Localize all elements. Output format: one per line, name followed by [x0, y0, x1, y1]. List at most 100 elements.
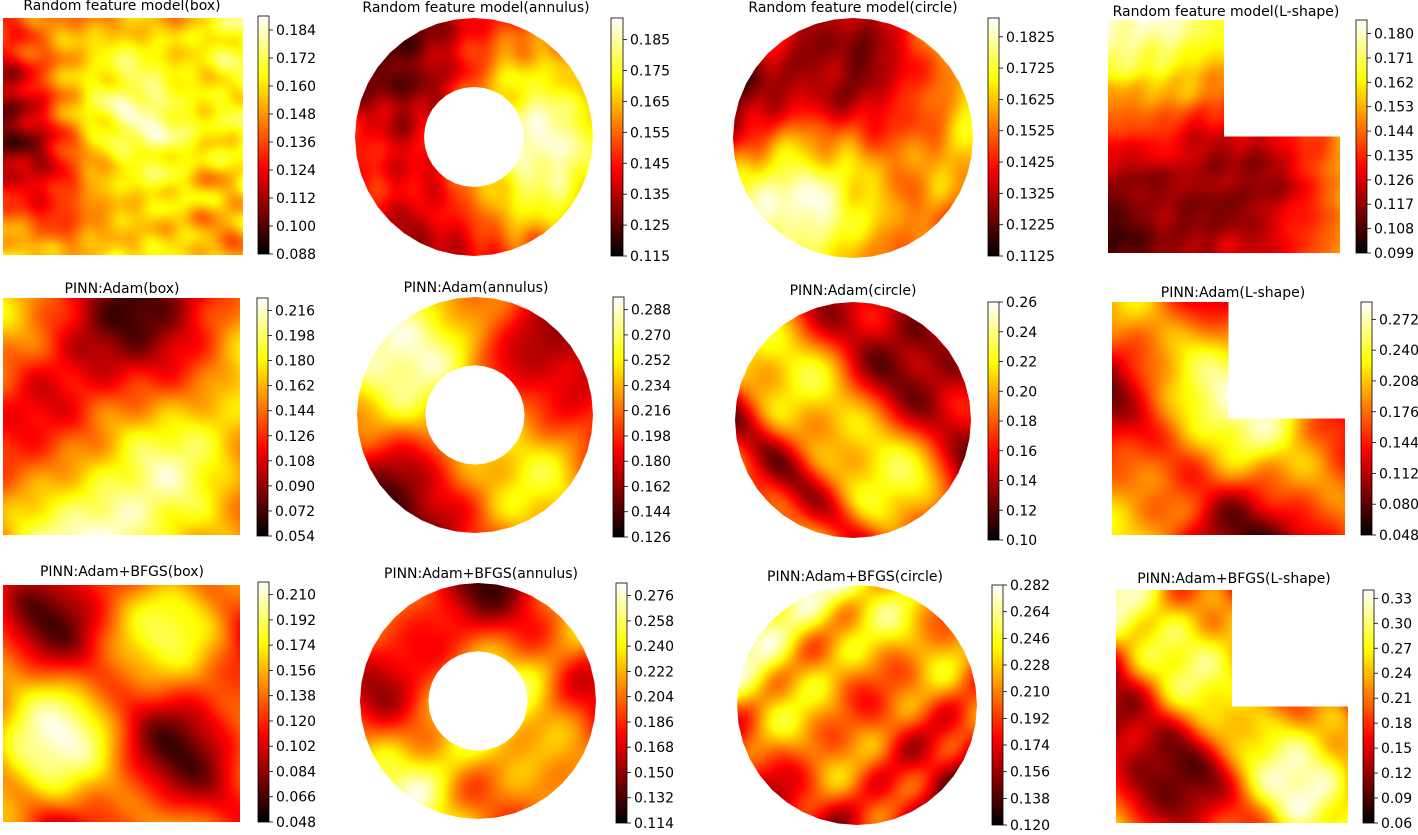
colorbar-frame: [256, 297, 269, 537]
heatmap-panel: PINN:Adam+BFGS(annulus) 0.114 0.132 0.150 0.…: [360, 566, 674, 832]
colorbar-tick-label: 0.165: [630, 94, 670, 110]
colorbar-tick-label: 0.126: [275, 429, 315, 445]
heatmap-panel: PINN:Adam+BFGS(box) 0.048 0.066 0.084 0.102 0…: [3, 564, 316, 831]
colorbar-tick-label: 0.048: [1379, 528, 1418, 544]
heatmap-field: [3, 298, 240, 535]
colorbar-tick-label: 0.180: [275, 354, 315, 370]
colorbar-tick-label: 0.112: [1379, 466, 1418, 482]
panel-title: PINN:Adam(annulus): [404, 280, 549, 296]
colorbar-frame: [615, 582, 628, 824]
colorbar-tick-label: 0.228: [1010, 658, 1050, 674]
colorbar-tick-label: 0.144: [1379, 436, 1418, 452]
colorbar-tick-label: 0.216: [275, 304, 315, 320]
heatmap-field: [735, 302, 971, 538]
panel-title: PINN:Adam(circle): [790, 283, 917, 299]
colorbar-tick-label: 0.210: [1010, 685, 1050, 701]
colorbar-tick-label: 0.090: [275, 479, 315, 495]
panel-title: Random feature model(circle): [748, 0, 957, 16]
colorbar-frame: [1362, 589, 1375, 824]
colorbar-tick-label: 0.080: [1379, 497, 1418, 513]
colorbar-tick-label: 0.162: [275, 379, 315, 395]
colorbar-tick-label: 0.12: [1006, 503, 1037, 519]
colorbar-tick-label: 0.174: [276, 638, 316, 654]
colorbar-tick-label: 0.1825: [1006, 30, 1055, 46]
heatmap-panel: PINN:Adam(L-shape) 0.048 0.080 0.112 0.144 0.…: [1112, 285, 1418, 544]
colorbar-tick-label: 0.108: [1374, 222, 1414, 238]
colorbar-frame: [1360, 301, 1373, 536]
heatmap-panel: PINN:Adam(box) 0.054 0.072 0.090 0.108 0.126 0…: [3, 281, 315, 545]
annulus-hole: [428, 651, 528, 751]
colorbar-tick-label: 0.172: [276, 51, 316, 67]
colorbar-tick-label: 0.282: [1010, 578, 1050, 594]
colorbar-tick-label: 0.171: [1374, 51, 1414, 67]
colorbar-frame: [257, 581, 270, 823]
colorbar-tick-label: 0.156: [1010, 765, 1050, 781]
colorbar-tick-label: 0.1225: [1006, 218, 1055, 234]
colorbar-tick-label: 0.088: [276, 247, 316, 263]
colorbar-tick-label: 0.1625: [1006, 92, 1055, 108]
colorbar-tick-label: 0.112: [276, 191, 316, 207]
colorbar-tick-label: 0.099: [1374, 246, 1414, 262]
colorbar-tick-label: 0.210: [276, 588, 316, 604]
colorbar-tick-label: 0.156: [276, 663, 316, 679]
colorbar-tick-label: 0.240: [1379, 343, 1418, 359]
colorbar-tick-label: 0.14: [1006, 474, 1037, 490]
colorbar-tick-label: 0.120: [1010, 818, 1050, 834]
colorbar-frame: [610, 17, 624, 257]
heatmap-field: [737, 585, 977, 825]
colorbar: [616, 583, 627, 823]
colorbar-tick-label: 0.24: [1006, 325, 1037, 341]
colorbar-tick-label: 0.288: [631, 303, 671, 319]
colorbar-tick-label: 0.176: [1379, 405, 1418, 421]
colorbar-tick-label: 0.153: [1374, 100, 1414, 116]
colorbar-tick-label: 0.186: [634, 715, 674, 731]
panel-title: PINN:Adam+BFGS(circle): [767, 569, 943, 585]
colorbar: [992, 585, 1003, 825]
colorbar-tick-label: 0.18: [1381, 716, 1412, 732]
colorbar-tick-label: 0.240: [634, 639, 674, 655]
colorbar-tick-label: 0.234: [631, 378, 671, 394]
colorbar-tick-label: 0.072: [275, 504, 315, 520]
annulus-hole: [424, 87, 524, 187]
colorbar-tick-label: 0.270: [631, 328, 671, 344]
colorbar-tick-label: 0.054: [275, 529, 315, 545]
colorbar-tick-label: 0.180: [1374, 27, 1414, 43]
colorbar-tick-label: 0.138: [276, 689, 316, 705]
colorbar-tick-label: 0.048: [276, 815, 316, 831]
colorbar-tick-label: 0.198: [275, 329, 315, 345]
colorbar-tick-label: 0.15: [1381, 741, 1412, 757]
colorbar-tick-label: 0.198: [631, 429, 671, 445]
heatmap-panel: PINN:Adam+BFGS(L-shape) 0.06 0.09 0.12 0.15 0…: [1116, 571, 1412, 832]
colorbar: [1361, 302, 1372, 535]
colorbar: [257, 298, 268, 536]
colorbar-tick-label: 0.204: [634, 690, 674, 706]
colorbar-tick-label: 0.192: [1010, 711, 1050, 727]
heatmap-panel: Random feature model(annulus) 0.115 0.125 0…: [355, 0, 670, 265]
colorbar-tick-label: 0.066: [276, 790, 316, 806]
colorbar-tick-label: 0.1325: [1006, 186, 1055, 202]
colorbar-tick-label: 0.145: [630, 156, 670, 172]
colorbar-tick-label: 0.174: [1010, 738, 1050, 754]
colorbar-frame: [1355, 19, 1368, 254]
colorbar-tick-label: 0.24: [1381, 666, 1412, 682]
colorbar-tick-label: 0.216: [631, 404, 671, 420]
colorbar-tick-label: 0.264: [1010, 605, 1050, 621]
colorbar-tick-label: 0.30: [1381, 616, 1412, 632]
colorbar: [1356, 20, 1367, 253]
colorbar-tick-label: 0.1725: [1006, 61, 1055, 77]
colorbar-tick-label: 0.184: [276, 23, 316, 39]
heatmap-panel: PINN:Adam(annulus) 0.126 0.144 0.162 0.180 0.…: [357, 280, 671, 546]
panel-title: PINN:Adam(L-shape): [1161, 285, 1305, 301]
colorbar-tick-label: 0.21: [1381, 691, 1412, 707]
colorbar-tick-label: 0.148: [276, 107, 316, 123]
colorbar-tick-label: 0.1125: [1006, 249, 1055, 265]
colorbar-tick-label: 0.136: [276, 135, 316, 151]
colorbar-tick-label: 0.185: [630, 33, 670, 49]
colorbar-tick-label: 0.114: [634, 816, 674, 832]
colorbar-tick-label: 0.125: [630, 218, 670, 234]
colorbar-tick-label: 0.162: [1374, 75, 1414, 91]
panel-title: PINN:Adam+BFGS(L-shape): [1137, 571, 1331, 587]
heatmap-field: [1116, 590, 1348, 823]
heatmap-panel: PINN:Adam(circle) 0.10 0.12 0.14 0.16 0.18 0.2…: [735, 283, 1037, 549]
colorbar-tick-label: 0.168: [634, 740, 674, 756]
